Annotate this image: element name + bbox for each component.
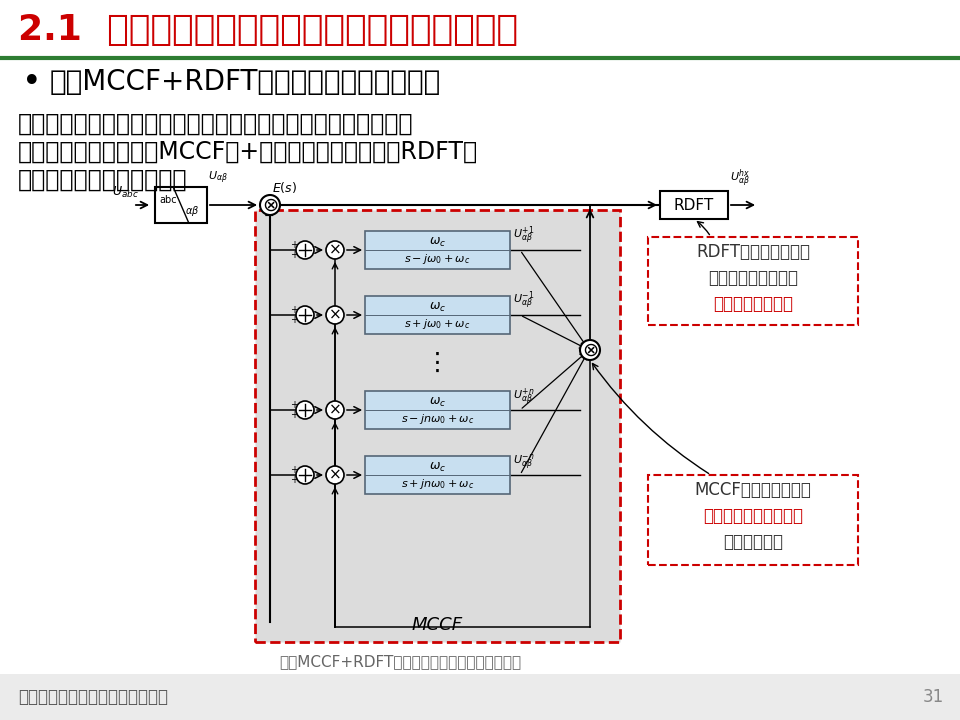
Text: $s + jn\omega_0 + \omega_c$: $s + jn\omega_0 + \omega_c$: [401, 477, 474, 491]
Text: $\omega_c$: $\omega_c$: [429, 395, 446, 408]
Circle shape: [296, 401, 314, 419]
Text: ×: ×: [328, 402, 342, 418]
Text: $\otimes$: $\otimes$: [262, 196, 278, 215]
Text: $U_{\alpha\beta}^{-1}$: $U_{\alpha\beta}^{-1}$: [513, 289, 535, 312]
Circle shape: [296, 306, 314, 324]
Text: ⋮: ⋮: [425, 351, 450, 374]
Text: +: +: [290, 410, 298, 420]
Bar: [0, 0, 960, 55]
Text: 为了抑制电网背景谐波对阻抗辨识的影响，提高辨识的精度，提: 为了抑制电网背景谐波对阻抗辨识的影响，提高辨识的精度，提: [18, 112, 414, 136]
Text: +: +: [290, 400, 298, 410]
Circle shape: [326, 466, 344, 484]
Bar: [365, 456, 510, 494]
Circle shape: [326, 306, 344, 324]
Text: $E(s)$: $E(s)$: [272, 180, 297, 195]
Text: $\alpha\beta$: $\alpha\beta$: [185, 204, 200, 218]
Text: +: +: [290, 315, 298, 325]
Text: ×: ×: [328, 307, 342, 323]
Text: $s - jn\omega_0 + \omega_c$: $s - jn\omega_0 + \omega_c$: [401, 412, 474, 426]
Bar: [365, 391, 510, 429]
Text: ×: ×: [328, 467, 342, 482]
Text: +: +: [290, 250, 298, 260]
Text: +: +: [290, 240, 298, 250]
Text: RDFT：实时更新当前: RDFT：实时更新当前: [696, 243, 810, 261]
Text: MCCF：保证基波以上: MCCF：保证基波以上: [695, 481, 811, 499]
Text: $\omega_c$: $\omega_c$: [429, 235, 446, 248]
Text: $s + j\omega_0 + \omega_c$: $s + j\omega_0 + \omega_c$: [404, 317, 470, 331]
Text: $\otimes$: $\otimes$: [582, 341, 598, 359]
Text: abc: abc: [159, 194, 177, 204]
Text: +: +: [290, 465, 298, 475]
Circle shape: [580, 340, 600, 360]
Text: •: •: [22, 66, 41, 99]
Bar: [0, 674, 960, 720]
Text: +: +: [290, 305, 298, 315]
Text: 中国电工技术学会新媒体平台发布: 中国电工技术学会新媒体平台发布: [18, 688, 168, 706]
Text: MCCF: MCCF: [412, 616, 463, 634]
Bar: [365, 296, 510, 334]
Text: $U_{\alpha\beta}$: $U_{\alpha\beta}$: [208, 170, 228, 186]
Bar: [365, 231, 510, 269]
Bar: [648, 475, 858, 565]
Text: $U_{\alpha\beta}^{-n}$: $U_{\alpha\beta}^{-n}$: [513, 452, 535, 472]
Text: ×: ×: [328, 243, 342, 258]
Text: 测精度和动态性能: 测精度和动态性能: [713, 295, 793, 313]
Text: 抑制背景谐波: 抑制背景谐波: [723, 533, 783, 551]
Text: $\omega_c$: $\omega_c$: [429, 300, 446, 313]
Text: $U_{\alpha\beta}^{+n}$: $U_{\alpha\beta}^{+n}$: [513, 386, 535, 407]
Circle shape: [296, 466, 314, 484]
Text: 基于MCCF+RDFT的基波电网阻抗辨识策略示意图: 基于MCCF+RDFT的基波电网阻抗辨识策略示意图: [279, 654, 521, 670]
Text: +: +: [290, 475, 298, 485]
Text: 采样，保证基波的检: 采样，保证基波的检: [708, 269, 798, 287]
Text: $s - j\omega_0 + \omega_c$: $s - j\omega_0 + \omega_c$: [404, 252, 470, 266]
Text: RDFT: RDFT: [674, 197, 714, 212]
Text: $\omega_c$: $\omega_c$: [429, 461, 446, 474]
Bar: [648, 237, 858, 325]
Bar: [255, 210, 620, 642]
Text: −: −: [264, 210, 275, 223]
Circle shape: [326, 401, 344, 419]
Text: $U_{\alpha\beta}^{+1}$: $U_{\alpha\beta}^{+1}$: [513, 225, 535, 247]
Bar: [660, 191, 728, 219]
Text: $U_{\alpha\beta}^{hx}$: $U_{\alpha\beta}^{hx}$: [730, 168, 751, 190]
Circle shape: [296, 241, 314, 259]
Text: 31: 31: [923, 688, 944, 706]
Text: 的基波电网阻抗辨识策略。: 的基波电网阻抗辨识策略。: [18, 168, 187, 192]
Text: $U_{abc}$: $U_{abc}$: [112, 185, 139, 200]
Circle shape: [260, 195, 280, 215]
Text: 基于MCCF+RDFT的基波电网阻抗辨识方案: 基于MCCF+RDFT的基波电网阻抗辨识方案: [50, 68, 442, 96]
Circle shape: [326, 241, 344, 259]
Text: 出基于多复数滤波器（MCCF）+递归离散傅利叶变换（RDFT）: 出基于多复数滤波器（MCCF）+递归离散傅利叶变换（RDFT）: [18, 140, 478, 164]
Text: 高频谐波的处理速度，: 高频谐波的处理速度，: [703, 507, 803, 525]
Text: 2.1  双模式并网控制的基本思路与基波阻抗辨识: 2.1 双模式并网控制的基本思路与基波阻抗辨识: [18, 13, 518, 47]
Bar: [155, 187, 207, 223]
